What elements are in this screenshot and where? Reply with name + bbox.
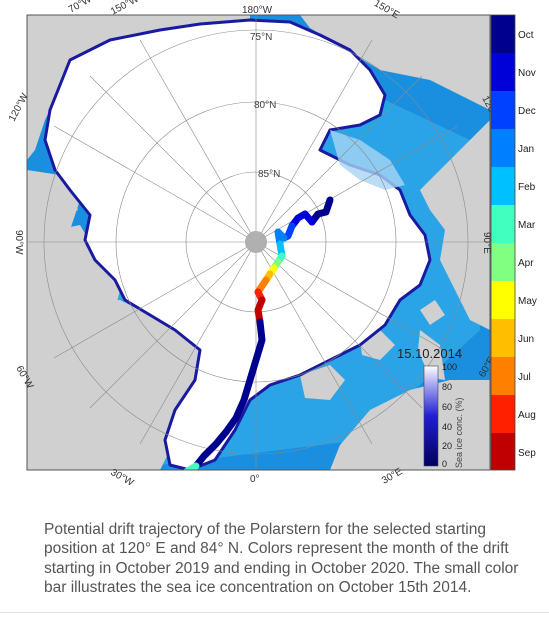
map-canvas: 75°N 80°N 85°N	[27, 15, 490, 470]
month-swatch-oct	[491, 15, 515, 53]
pole-hole	[245, 231, 267, 253]
month-swatch-jul	[491, 357, 515, 395]
lat-label-85: 85°N	[258, 169, 280, 180]
sea-ice-tick-40: 40	[442, 422, 452, 432]
month-swatch-feb	[491, 167, 515, 205]
sea-ice-tick-60: 60	[442, 402, 452, 412]
month-label-jul: Jul	[518, 372, 531, 383]
month-swatch-nov	[491, 53, 515, 91]
sea-ice-tick-20: 20	[442, 441, 452, 451]
lat-label-80: 80°N	[254, 100, 276, 111]
month-label-mar: Mar	[518, 220, 536, 231]
month-label-may: May	[518, 296, 537, 307]
month-swatch-sep	[491, 433, 515, 470]
sea-ice-tick-100: 100	[442, 362, 457, 372]
month-swatch-jun	[491, 319, 515, 357]
month-label-apr: Apr	[518, 258, 534, 269]
month-label-oct: Oct	[518, 30, 534, 41]
land	[27, 15, 490, 470]
month-label-jan: Jan	[518, 144, 534, 155]
low-concentration-ice	[330, 130, 405, 190]
month-swatch-jan	[491, 129, 515, 167]
sea-ice-colorbar: 15.10.2014 100 80 60 40 20 0 Sea ice con…	[397, 346, 464, 469]
lon-label-90w: 90°W	[13, 230, 24, 255]
month-label-sep: Sep	[518, 448, 536, 459]
sea-ice-date: 15.10.2014	[397, 346, 462, 361]
month-swatch-apr	[491, 243, 515, 281]
drift-trajectory	[183, 196, 334, 470]
figure-caption: Potential drift trajectory of the Polars…	[44, 520, 519, 597]
sea-ice-tick-0: 0	[442, 459, 447, 469]
lon-label-90e: 90°E	[481, 232, 492, 254]
month-swatch-dec	[491, 91, 515, 129]
month-colorbar: Oct Nov Dec Jan Feb Mar Apr May Jun Jul …	[490, 14, 537, 471]
lon-label-70w: 70°W	[67, 0, 94, 16]
polar-map: 75°N 80°N 85°N 180°W 150°W 150°E 120°W 1…	[7, 0, 537, 489]
month-label-dec: Dec	[518, 106, 536, 117]
figure: 75°N 80°N 85°N 180°W 150°W 150°E 120°W 1…	[7, 0, 537, 489]
month-label-jun: Jun	[518, 334, 534, 345]
sea-ice-tick-80: 80	[442, 382, 452, 392]
map-frame	[26, 14, 491, 471]
month-swatch-may	[491, 281, 515, 319]
sea-ice	[43, 18, 432, 470]
lon-label-180w: 180°W	[242, 5, 273, 16]
month-label-aug: Aug	[518, 410, 536, 421]
month-label-feb: Feb	[518, 182, 536, 193]
sea-ice-axis-label: Sea ice conc. (%)	[454, 397, 464, 468]
month-label-nov: Nov	[518, 68, 536, 79]
lon-label-0: 0°	[250, 474, 260, 485]
month-swatch-mar	[491, 205, 515, 243]
month-swatch-aug	[491, 395, 515, 433]
divider	[0, 612, 549, 613]
lat-label-75: 75°N	[250, 32, 272, 43]
